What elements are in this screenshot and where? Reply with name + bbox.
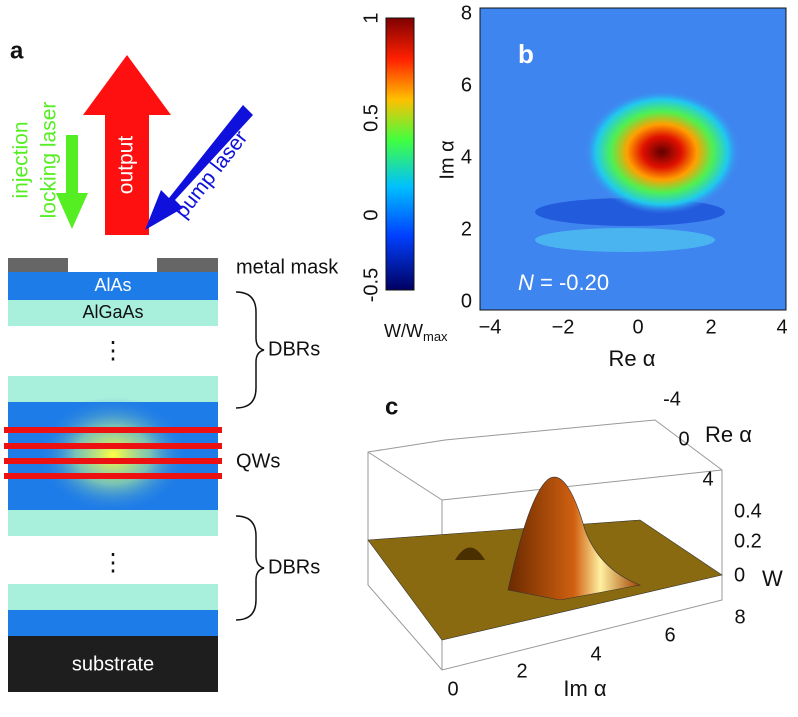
x-tick: 2	[516, 660, 527, 682]
x-tick: −4	[479, 316, 502, 338]
panel-a: a injection locking laser output pump la…	[4, 37, 339, 692]
layer	[8, 272, 218, 300]
x-tick: −2	[552, 316, 575, 338]
ellipsis: ⋮	[101, 549, 125, 576]
layer-label: AlGaAs	[82, 302, 143, 322]
x-label: Im α	[563, 676, 607, 701]
z-tick: 0.2	[734, 530, 762, 552]
qw-lines	[4, 427, 222, 479]
y-tick: 6	[461, 74, 472, 96]
y-tick: 8	[461, 2, 472, 24]
layer	[8, 610, 218, 636]
annotation-value: = -0.20	[534, 270, 609, 295]
dip	[455, 547, 485, 560]
layer-label: substrate	[72, 653, 154, 675]
mask-label: metal mask	[236, 256, 339, 278]
y-tick: 2	[461, 218, 472, 240]
peak-surface	[507, 476, 642, 601]
panel-c: c 0 2 4 6 8 Im α -4 0 4 Re α 0.4 0.2 0 W	[367, 388, 783, 701]
y-tick: -4	[663, 388, 681, 410]
layer	[8, 510, 218, 536]
x-tick: 4	[590, 643, 601, 665]
colorbar	[385, 17, 415, 291]
dbrs-label: DBRs	[268, 556, 320, 578]
colorbar-tick: 1	[360, 12, 382, 23]
colorbar-label: W/Wmax	[384, 321, 448, 345]
colorbar-tick: 0.5	[360, 104, 382, 132]
y-label: Re α	[705, 422, 752, 447]
colorbar-label-sub: max	[423, 329, 448, 344]
colorbar-tick: -0.5	[360, 268, 382, 302]
y-label: Im α	[436, 140, 458, 179]
injection-arrow	[56, 135, 88, 229]
panel-label: b	[518, 39, 534, 69]
layer	[8, 584, 218, 610]
annotation: N = -0.20	[518, 270, 609, 295]
injection-text: injection	[10, 121, 33, 198]
pump-text: pump laser	[170, 126, 252, 222]
x-tick: 6	[664, 624, 675, 646]
panel-label: c	[385, 393, 398, 420]
peak	[584, 90, 740, 214]
y-tick: 4	[461, 146, 472, 168]
colorbar-label-main: W/W	[384, 321, 423, 341]
mask	[157, 258, 218, 272]
x-tick: 2	[705, 316, 716, 338]
panel-label: a	[10, 37, 24, 64]
qws-label: QWs	[236, 450, 280, 472]
y-tick: 0	[678, 428, 689, 450]
x-tick: 4	[776, 316, 787, 338]
pump-arrow	[145, 105, 253, 230]
y-tick: 0	[461, 290, 472, 312]
layer-label: AlAs	[94, 275, 131, 295]
annotation-n: N	[518, 270, 534, 295]
dbrs-label: DBRs	[268, 338, 320, 360]
z-tick: 0	[734, 564, 745, 586]
x-tick: 0	[632, 316, 643, 338]
colorbar-tick: 0	[360, 209, 382, 220]
brace	[235, 515, 265, 621]
locking-text: locking laser	[38, 102, 61, 219]
x-label: Re α	[609, 346, 656, 371]
z-label: W	[762, 566, 783, 591]
ellipsis: ⋮	[101, 337, 125, 364]
z-tick: 0.4	[734, 500, 762, 522]
mask	[8, 258, 68, 272]
substrate	[8, 636, 218, 692]
brace	[235, 291, 265, 409]
x-tick: 8	[734, 606, 745, 628]
panel-b: 1 0.5 0 -0.5 W/Wmax b N = -0.20 Im α 0 2…	[360, 2, 787, 371]
layer	[8, 300, 218, 326]
x-tick: 0	[447, 678, 458, 700]
glow	[38, 397, 188, 513]
fringe	[535, 228, 715, 252]
y-tick: 4	[702, 468, 713, 490]
output-arrow	[83, 55, 171, 235]
output-text: output	[115, 136, 138, 195]
